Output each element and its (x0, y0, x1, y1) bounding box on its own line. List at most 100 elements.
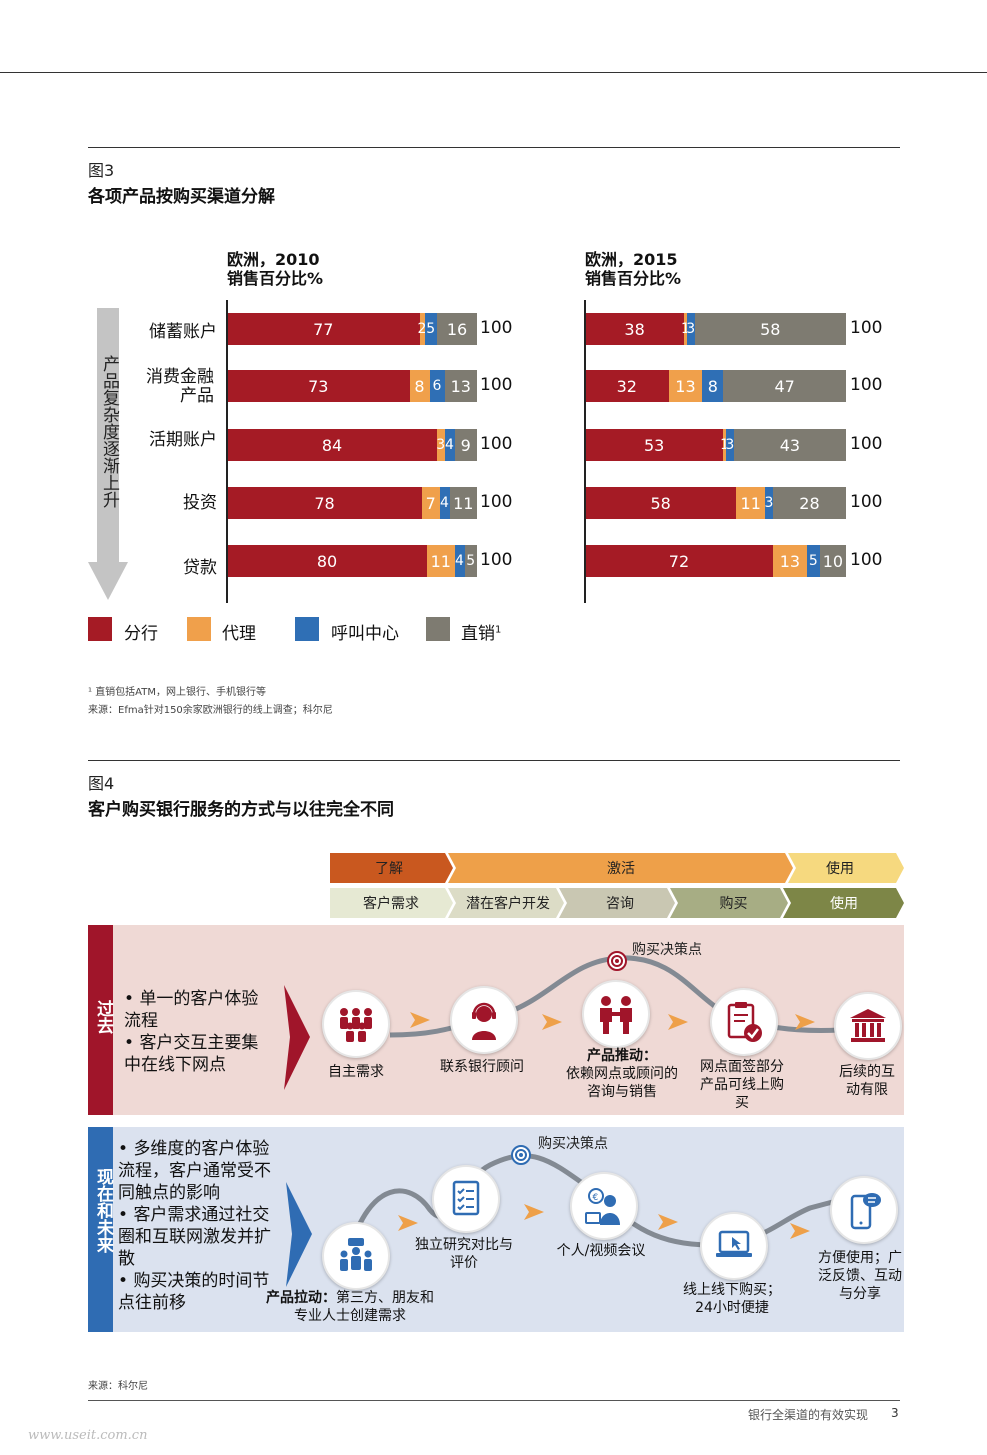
chart-2010-title-line2: 销售百分比% (227, 269, 324, 288)
now-caption-1: 产品拉动：第三方、朋友和专业人士创建需求 (262, 1289, 438, 1325)
now-tag-text: 现在和未来 (93, 1168, 113, 1253)
past-bullet-1: • 单一的客户体验流程 (124, 989, 259, 1031)
phase-lead-development: 潜在客户开发 (466, 896, 550, 912)
past-decision-label: 购买决策点 (632, 942, 702, 958)
bar-segment-直销: 9 (454, 429, 477, 461)
phase-top-activate: 激活 (607, 861, 635, 877)
figure3-source: 来源：Efma针对150余家欧洲银行的线上调查；科尔尼 (88, 705, 333, 716)
bar-chart-2010-row-3: 78 7 4 11 (227, 487, 477, 519)
bar-segment-呼叫中心: 4 (454, 545, 465, 577)
now-bullet-2-text: 客户需求通过社交圈和互联网激发并扩散 (118, 1205, 271, 1269)
bar-segment-代理: 7 (422, 487, 440, 519)
chart-2015-title-line2: 销售百分比% (585, 269, 682, 288)
bar-total-label: 100 (850, 492, 883, 512)
bar-chart-2010-row-2: 84 3 4 9 (227, 429, 477, 461)
bar-chart-2015-row-4: 72 13 5 10 (585, 545, 846, 577)
footer-rule (88, 1400, 900, 1401)
bar-segment-直销: 47 (723, 370, 846, 402)
svg-text:€: € (593, 1193, 599, 1203)
clipboard-check-icon (727, 1002, 762, 1042)
bar-segment-分行: 80 (227, 545, 427, 577)
laptop-click-icon (716, 1230, 752, 1257)
past-step-1 (322, 990, 390, 1058)
bar-total-label: 100 (480, 318, 513, 338)
bar-segment-呼叫中心: 3 (686, 313, 695, 345)
row-label-savings-text: 储蓄账户 (149, 322, 217, 342)
watermark: www.useit.com.cn (28, 1428, 148, 1443)
now-bullet-3-text: 购买决策的时间节点往前移 (118, 1271, 270, 1313)
past-decision-target-icon (607, 951, 627, 971)
row-label-consumer-finance-line1: 消费金融 (146, 367, 214, 387)
legend-swatch-direct (426, 617, 450, 641)
row-label-current-account-text: 活期账户 (149, 430, 217, 450)
legend-swatch-callcenter (295, 617, 319, 641)
chart-2015-axis (584, 300, 586, 603)
legend-swatch-branch (88, 617, 112, 641)
bar-segment-分行: 58 (585, 487, 737, 519)
now-tag (88, 1127, 113, 1332)
bar-total-label: 100 (850, 375, 883, 395)
bar-segment-直销: 16 (437, 313, 477, 345)
past-caption-4: 网点面签部分产品可线上购买 (700, 1059, 784, 1111)
past-chevron-icon (284, 985, 310, 1090)
now-caption-1-bold: 产品拉动： (266, 1290, 336, 1306)
bar-segment-直销: 13 (444, 370, 477, 402)
bar-segment-直销: 28 (772, 487, 846, 519)
legend-label-direct: 直销1 (461, 619, 501, 644)
phase-consult: 咨询 (606, 896, 634, 912)
figure4-top-rule (88, 760, 900, 761)
phase-arrows-top (330, 853, 904, 883)
past-tag (88, 925, 113, 1115)
bar-segment-分行: 72 (585, 545, 773, 577)
phase-top-learn: 了解 (375, 861, 403, 877)
figure4-source: 来源：科尔尼 (88, 1381, 148, 1392)
bank-icon (850, 1009, 886, 1042)
past-bullet-1-text: 单一的客户体验流程 (124, 989, 259, 1031)
mobile-chat-icon (850, 1193, 881, 1230)
figure4-title: 客户购买银行服务的方式与以往完全不同 (88, 800, 394, 820)
phase-arrows-bottom (330, 888, 904, 918)
bar-chart-2010-row-4: 80 11 4 5 (227, 545, 477, 577)
now-arrow-4-icon (790, 1223, 810, 1239)
now-caption-4: 线上线下购买；24小时便捷 (683, 1282, 781, 1316)
row-label-consumer-finance-line2: 产品 (180, 386, 214, 406)
bar-segment-代理: 1 (681, 313, 690, 345)
bar-segment-直销: 11 (449, 487, 477, 519)
now-bullet-1: • 多维度的客户体验流程，客户通常受不同触点的影响 (118, 1139, 271, 1203)
bar-total-label: 100 (480, 375, 513, 395)
now-step-1 (322, 1222, 390, 1290)
bar-segment-直销: 5 (464, 545, 477, 577)
now-chevron-icon (286, 1182, 312, 1287)
row-label-savings: 储蓄账户 (97, 323, 217, 342)
bar-chart-2015-row-3: 58 11 3 28 (585, 487, 846, 519)
bar-segment-呼叫中心: 6 (429, 370, 445, 402)
past-bullet-2-text: 客户交互主要集中在线下网点 (124, 1033, 259, 1075)
bar-segment-分行: 73 (227, 370, 410, 402)
bar-chart-2015-row-1: 32 13 8 47 (585, 370, 846, 402)
past-caption-3: 产品推动： 依赖网点或顾问的咨询与销售 (552, 1047, 692, 1101)
bar-segment-呼叫中心: 4 (444, 429, 455, 461)
bar-segment-代理: 13 (668, 370, 703, 402)
past-bullet-2: • 客户交互主要集中在线下网点 (124, 1033, 259, 1075)
bar-segment-分行: 53 (585, 429, 724, 461)
past-arrow-2-icon (542, 1014, 562, 1030)
past-arrow-3-icon (668, 1014, 688, 1030)
chart-2015-title-line1: 欧洲，2015 (585, 250, 678, 269)
bar-segment-代理: 13 (772, 545, 807, 577)
bar-total-label: 100 (480, 550, 513, 570)
row-label-current-account: 活期账户 (97, 431, 217, 450)
chart-2010-title-line1: 欧洲，2010 (227, 250, 320, 269)
bar-segment-分行: 38 (585, 313, 685, 345)
bar-segment-代理: 11 (736, 487, 766, 519)
past-arrow-1-icon (410, 1012, 430, 1028)
bar-chart-2015-row-2: 53 1 3 43 (585, 429, 846, 461)
chart-2010-title: 欧洲，2010 销售百分比% (227, 250, 323, 288)
figure3-title: 各项产品按购买渠道分解 (88, 187, 275, 207)
past-step-2 (450, 986, 518, 1054)
bar-segment-直销: 58 (694, 313, 846, 345)
bar-chart-2015-row-0: 38 1 3 58 (585, 313, 846, 345)
figure4-label: 图4 (88, 774, 115, 793)
bar-segment-代理: 3 (436, 429, 445, 461)
row-label-investment-text: 投资 (183, 493, 217, 513)
now-step-3: € (570, 1172, 638, 1240)
